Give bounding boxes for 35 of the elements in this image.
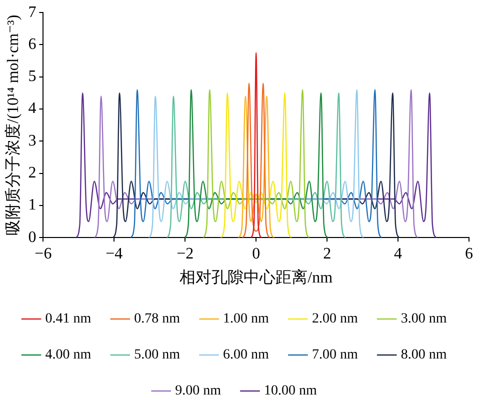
line-series	[184, 89, 328, 238]
legend-label: 2.00 nm	[312, 312, 358, 327]
y-tick-label: 4	[28, 100, 36, 118]
x-tick-label: 4	[394, 245, 402, 262]
legend-label: 6.00 nm	[223, 348, 270, 363]
y-tick-label: 5	[28, 68, 36, 86]
y-tick-label: 3	[28, 132, 36, 150]
y-tick-label: 7	[28, 4, 36, 21]
legend-label: 0.78 nm	[134, 312, 180, 327]
line-series	[166, 92, 346, 238]
y-tick-label: 0	[28, 228, 36, 246]
legend-label: 5.00 nm	[134, 348, 180, 363]
legend-label: 9.00 nm	[175, 384, 222, 399]
x-tick-label: 6	[465, 245, 473, 262]
line-series	[238, 96, 274, 238]
legend-label: 10.00 nm	[264, 384, 317, 399]
legend-label: 0.41 nm	[45, 312, 92, 327]
y-tick-label: 6	[28, 36, 36, 53]
x-axis-title: 相对孔隙中心距离/nm	[180, 268, 334, 287]
x-tick-label: −6	[34, 245, 52, 262]
legend-label: 7.00 nm	[312, 348, 358, 363]
line-series	[242, 82, 270, 238]
line-series	[202, 89, 310, 238]
legend-label: 8.00 nm	[400, 348, 447, 363]
y-tick-label: 2	[28, 164, 36, 182]
x-tick-label: 0	[252, 245, 260, 262]
legend-label: 1.00 nm	[223, 312, 270, 327]
y-tick-label: 1	[28, 196, 36, 214]
x-tick-label: −4	[106, 245, 123, 262]
legend-label: 3.00 nm	[400, 312, 447, 327]
legend-label: 4.00 nm	[45, 348, 92, 363]
x-tick-label: −2	[176, 245, 194, 262]
x-tick-label: 2	[323, 245, 332, 262]
line-series	[220, 92, 292, 238]
y-axis-title: 吸附质分子浓度/(10¹⁴ mol·cm⁻³)	[4, 14, 22, 236]
